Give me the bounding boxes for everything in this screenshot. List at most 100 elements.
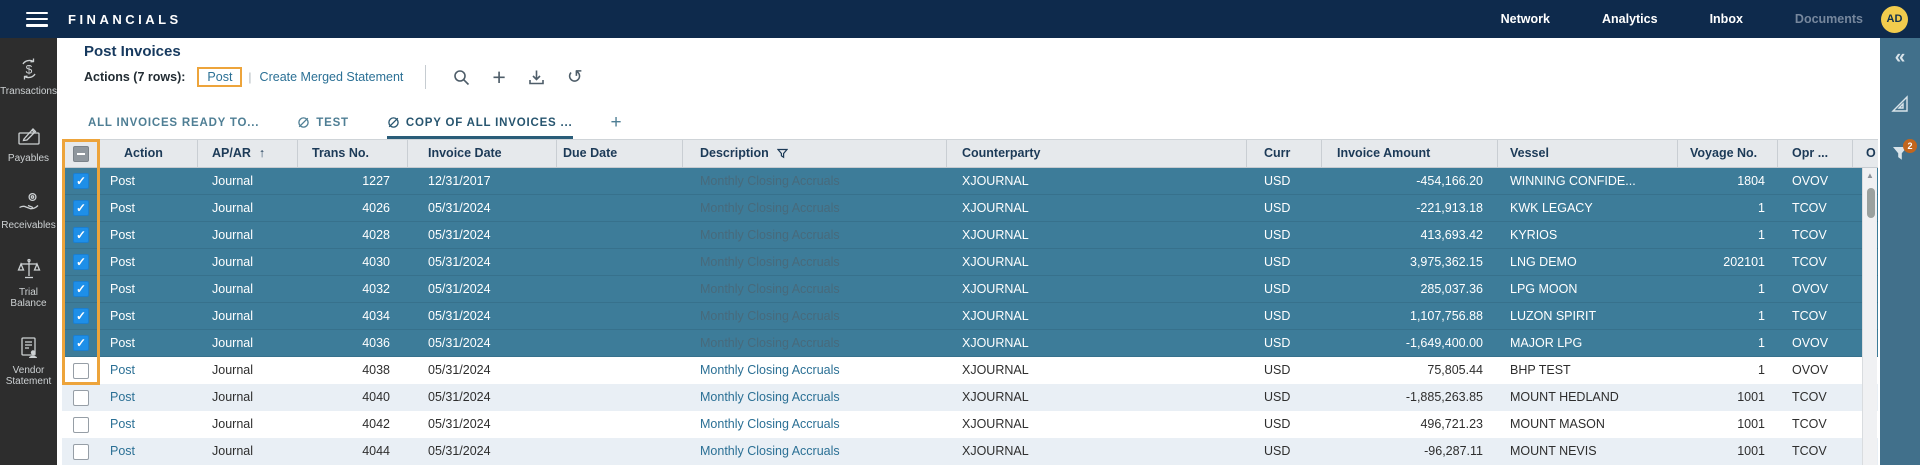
row-action-link[interactable]: Post: [110, 363, 136, 377]
row-checkbox[interactable]: [73, 254, 89, 270]
table-row[interactable]: Post Journal 4034 05/31/2024 Monthly Closing…: [62, 303, 1878, 330]
row-description-link[interactable]: Monthly Closing Accruals: [700, 228, 840, 242]
table-row[interactable]: Post Journal 4036 05/31/2024 Monthly Closing…: [62, 330, 1878, 357]
row-description-link[interactable]: Monthly Closing Accruals: [700, 282, 840, 296]
row-checkbox[interactable]: [73, 443, 89, 460]
sidebar-item-vendor-statement[interactable]: Vendor Statement: [0, 335, 57, 387]
hamburger-menu-icon[interactable]: [26, 11, 48, 27]
row-action-link[interactable]: Post: [110, 417, 136, 431]
collapse-panel-icon[interactable]: «: [1894, 47, 1906, 68]
plus-icon[interactable]: +: [492, 64, 506, 90]
table-row[interactable]: Post Journal 4030 05/31/2024 Monthly Closing…: [62, 249, 1878, 276]
row-description-link[interactable]: Monthly Closing Accruals: [700, 417, 840, 431]
row-description-link[interactable]: Monthly Closing Accruals: [700, 444, 840, 458]
column-header-label: Voyage No.: [1690, 146, 1758, 160]
row-trans-no: 4026: [362, 201, 390, 215]
table-row[interactable]: Post Journal 1227 12/31/2017 Monthly Closing…: [62, 168, 1878, 195]
row-due-date: [557, 357, 683, 384]
filter-icon[interactable]: 2: [1891, 139, 1917, 167]
tab-test[interactable]: TEST: [297, 116, 349, 139]
sidebar-item-payables[interactable]: Payables: [0, 123, 57, 164]
avatar[interactable]: AD: [1881, 5, 1908, 33]
sidebar-item-label: Payables: [7, 153, 50, 164]
row-checkbox[interactable]: [73, 308, 89, 324]
nav-item-analytics[interactable]: Analytics: [1601, 12, 1658, 26]
column-header-action[interactable]: Action: [100, 140, 198, 167]
row-apar: Journal: [212, 309, 253, 323]
row-trans-no: 4030: [362, 255, 390, 269]
table-row[interactable]: Post Journal 4038 05/31/2024 Monthly Closing…: [62, 357, 1878, 384]
table-row[interactable]: Post Journal 4044 05/31/2024 Monthly Closing…: [62, 438, 1878, 465]
column-header-label: Action: [124, 146, 163, 160]
nav-item-inbox[interactable]: Inbox: [1709, 12, 1743, 26]
sidebar-item-receivables[interactable]: Receivables: [0, 190, 57, 231]
column-header-trans-no[interactable]: Trans No.: [298, 140, 408, 167]
search-icon[interactable]: [453, 69, 470, 86]
column-header-opr[interactable]: Opr ...: [1778, 140, 1853, 167]
column-header-o[interactable]: O: [1853, 140, 1878, 167]
row-opr: OVOV: [1792, 174, 1829, 188]
row-action-link[interactable]: Post: [110, 390, 136, 404]
tab-all-invoices-ready-to[interactable]: ALL INVOICES READY TO...: [88, 117, 259, 139]
row-action-link[interactable]: Post: [110, 228, 136, 242]
column-header-description[interactable]: Description: [683, 140, 947, 167]
row-action-link[interactable]: Post: [110, 255, 136, 269]
column-header-curr[interactable]: Curr: [1247, 140, 1322, 167]
row-action-link[interactable]: Post: [110, 282, 136, 296]
column-header-vessel[interactable]: Vessel: [1498, 140, 1678, 167]
add-tab-button[interactable]: +: [610, 112, 622, 133]
row-voyage-no: 1: [1758, 228, 1765, 242]
scrollbar-thumb[interactable]: [1866, 188, 1875, 218]
row-description-link[interactable]: Monthly Closing Accruals: [700, 336, 840, 350]
row-opr: TCOV: [1792, 390, 1827, 404]
set-square-icon[interactable]: [1889, 93, 1911, 119]
column-header-invoice-date[interactable]: Invoice Date: [408, 140, 557, 167]
row-description-link[interactable]: Monthly Closing Accruals: [700, 174, 840, 188]
row-apar: Journal: [212, 444, 253, 458]
row-action-link[interactable]: Post: [110, 201, 136, 215]
table-row[interactable]: Post Journal 4028 05/31/2024 Monthly Closing…: [62, 222, 1878, 249]
table-row[interactable]: Post Journal 4042 05/31/2024 Monthly Closing…: [62, 411, 1878, 438]
column-header-voyage-no[interactable]: Voyage No.: [1678, 140, 1778, 167]
row-description-link[interactable]: Monthly Closing Accruals: [700, 309, 840, 323]
sidebar-item-transactions[interactable]: $ Transactions: [0, 56, 57, 97]
column-header-due-date[interactable]: Due Date: [557, 140, 683, 167]
select-all-checkbox[interactable]: [72, 145, 89, 162]
row-action-link[interactable]: Post: [110, 174, 136, 188]
download-icon[interactable]: [528, 69, 545, 86]
row-checkbox[interactable]: [73, 389, 89, 406]
row-opr: OVOV: [1792, 363, 1829, 377]
row-action-link[interactable]: Post: [110, 309, 136, 323]
table-row[interactable]: Post Journal 4040 05/31/2024 Monthly Closing…: [62, 384, 1878, 411]
row-checkbox[interactable]: [73, 362, 89, 379]
table-row[interactable]: Post Journal 4032 05/31/2024 Monthly Closing…: [62, 276, 1878, 303]
row-checkbox[interactable]: [73, 173, 89, 189]
column-header-counterparty[interactable]: Counterparty: [947, 140, 1247, 167]
svg-text:$: $: [25, 63, 32, 77]
vertical-scrollbar[interactable]: ▲: [1862, 168, 1877, 465]
column-header-select[interactable]: [62, 140, 100, 167]
row-description-link[interactable]: Monthly Closing Accruals: [700, 390, 840, 404]
nav-item-documents[interactable]: Documents: [1794, 12, 1863, 26]
row-checkbox[interactable]: [73, 281, 89, 297]
post-action-button[interactable]: Post: [197, 67, 243, 87]
row-description-link[interactable]: Monthly Closing Accruals: [700, 201, 840, 215]
create-merged-statement-button[interactable]: Create Merged Statement: [259, 70, 404, 84]
row-checkbox[interactable]: [73, 200, 89, 216]
sidebar-item-trial-balance[interactable]: Trial Balance: [0, 257, 57, 309]
row-counterparty: XJOURNAL: [962, 228, 1029, 242]
column-header-invoice-amount[interactable]: Invoice Amount: [1322, 140, 1498, 167]
table-row[interactable]: Post Journal 4026 05/31/2024 Monthly Closing…: [62, 195, 1878, 222]
undo-icon[interactable]: ↺: [566, 66, 583, 88]
row-description-link[interactable]: Monthly Closing Accruals: [700, 363, 840, 377]
row-action-link[interactable]: Post: [110, 444, 136, 458]
scroll-up-arrow-icon[interactable]: ▲: [1866, 170, 1874, 180]
row-checkbox[interactable]: [73, 416, 89, 433]
tab-copy-of-all-invoices[interactable]: COPY OF ALL INVOICES ...: [386, 116, 573, 139]
column-header-ap-ar[interactable]: AP/AR ↑: [198, 140, 298, 167]
row-checkbox[interactable]: [73, 227, 89, 243]
row-description-link[interactable]: Monthly Closing Accruals: [700, 255, 840, 269]
nav-item-network[interactable]: Network: [1500, 12, 1550, 26]
row-checkbox[interactable]: [73, 335, 89, 351]
row-action-link[interactable]: Post: [110, 336, 136, 350]
